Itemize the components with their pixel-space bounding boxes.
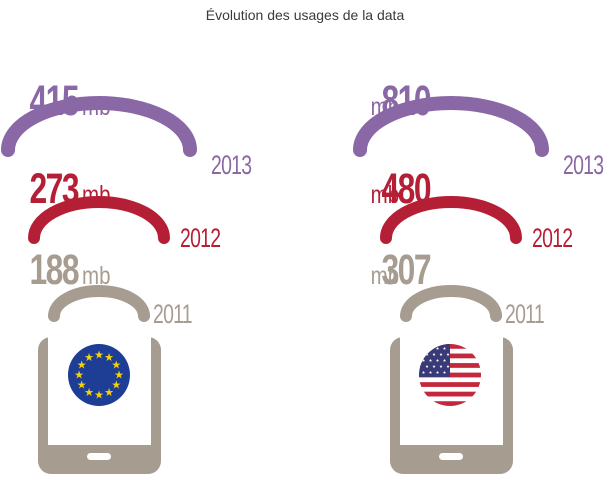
unit-label: mb xyxy=(82,261,110,289)
arc-2011 xyxy=(400,285,502,322)
unit-label: mb xyxy=(82,180,110,208)
chart-title: Évolution des usages de la data xyxy=(205,7,405,23)
eu-star-icon: ★ xyxy=(114,369,124,382)
value-label-2012: 480 xyxy=(381,165,430,213)
eu-star-icon: ★ xyxy=(84,386,94,399)
arc-2013 xyxy=(353,96,549,157)
arc-2012 xyxy=(28,196,170,244)
arc-2013 xyxy=(1,96,197,157)
year-label-2012: 2012 xyxy=(180,223,220,253)
unit-label: mb xyxy=(371,180,399,208)
eu-star-icon: ★ xyxy=(74,369,84,382)
value-label-2011: 188 xyxy=(29,246,78,294)
arc-2012 xyxy=(380,196,522,244)
unit-label: mb xyxy=(371,261,399,289)
unit-label: mb xyxy=(82,92,110,120)
eu-star-icon: ★ xyxy=(94,389,104,402)
eu-star-icon: ★ xyxy=(84,351,94,364)
unit-label: mb xyxy=(371,92,399,120)
year-label-2013: 2013 xyxy=(563,150,604,180)
value-label-2011: 307 xyxy=(381,246,430,294)
eu-star-icon: ★ xyxy=(111,379,121,392)
eu-star-icon: ★ xyxy=(104,386,114,399)
year-label-2011: 2011 xyxy=(505,299,544,329)
eu-star-icon: ★ xyxy=(77,379,87,392)
eu-star-icon: ★ xyxy=(94,349,104,362)
year-label-2011: 2011 xyxy=(153,299,192,329)
value-label-2013: 415 xyxy=(29,77,78,125)
arc-2011 xyxy=(48,285,150,322)
year-label-2013: 2013 xyxy=(211,150,252,180)
eu-star-icon: ★ xyxy=(77,359,87,372)
eu-star-icon: ★ xyxy=(104,351,114,364)
eu-flag-icon: ★ ★★★★★★★★★★★ xyxy=(68,344,130,406)
value-label-2013: 810 xyxy=(381,77,430,125)
value-label-2012: 273 xyxy=(29,165,78,213)
eu-star-icon: ★ xyxy=(111,359,121,372)
us-flag-icon xyxy=(419,344,481,406)
year-label-2012: 2012 xyxy=(532,223,572,253)
